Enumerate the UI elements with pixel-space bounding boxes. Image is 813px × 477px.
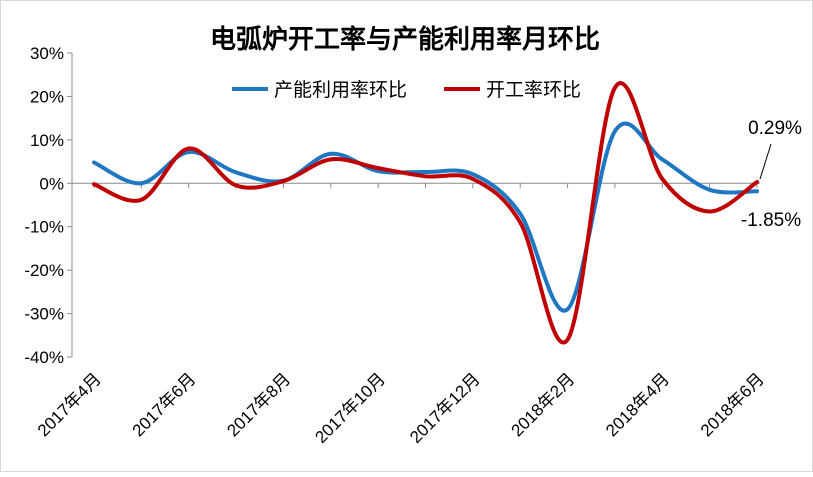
y-tick-label: 0%	[39, 174, 64, 193]
y-tick-label: 10%	[30, 131, 64, 150]
legend-label-utilization: 产能利用率环比	[274, 79, 407, 101]
legend-label-operating-rate: 开工率环比	[486, 79, 581, 101]
annotation-label: 0.29%	[748, 118, 802, 139]
y-tick-label: -30%	[24, 305, 64, 324]
legend: 产能利用率环比 开工率环比	[232, 79, 581, 101]
series-line-1	[92, 81, 759, 345]
y-tick-label: -20%	[24, 261, 64, 280]
annotation-leader-line	[759, 143, 772, 180]
series-line-0	[92, 121, 759, 313]
y-tick-label: -10%	[24, 218, 64, 237]
series-layer	[92, 81, 759, 345]
y-tick-label: -40%	[24, 348, 64, 367]
y-tick-label: 20%	[30, 87, 64, 106]
chart-title: 电弧炉开工率与产能利用率月环比	[210, 24, 600, 55]
annotation-layer: 0.29% -1.85%	[741, 118, 802, 231]
annotation-label: -1.85%	[741, 210, 801, 231]
y-tick-label: 30%	[30, 44, 64, 63]
y-axis: 30% 20% 10% 0% -10% -20% -30% -40%	[24, 44, 73, 367]
